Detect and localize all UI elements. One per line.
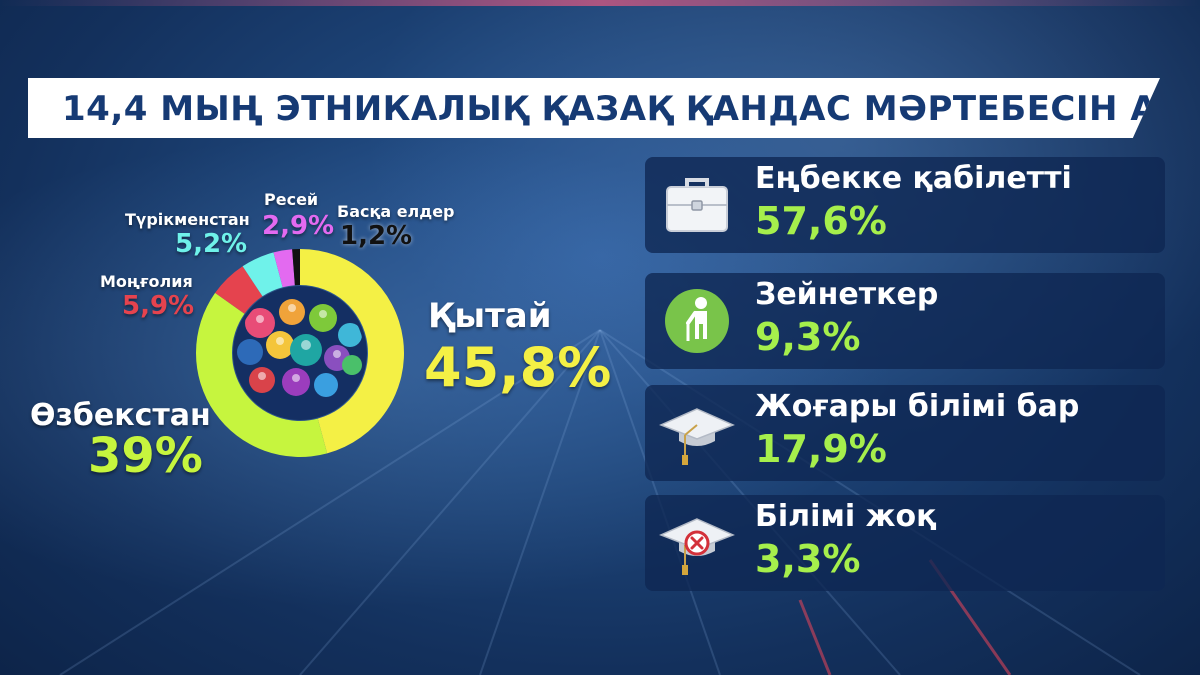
- label-china-name: Қытай: [428, 296, 552, 336]
- top-accent-strip: [0, 0, 1200, 6]
- label-turkmenistan-value: 5,2%: [175, 229, 248, 259]
- label-other-name: Басқа елдер: [337, 202, 455, 221]
- label-uzbekistan-value: 39%: [88, 428, 203, 484]
- title-banner: 14,4 МЫҢ ЭТНИКАЛЫҚ ҚАЗАҚ ҚАНДАС МӘРТЕБЕС…: [28, 78, 1160, 138]
- label-uzbekistan-name: Өзбекстан: [30, 398, 211, 433]
- stat-value: 9,3%: [755, 315, 861, 359]
- stat-label: Зейнеткер: [755, 277, 939, 312]
- donut-slice-russia: [273, 249, 295, 288]
- label-turkmenistan-name: Түрікменстан: [125, 210, 250, 229]
- donut-slice-china: [300, 249, 404, 454]
- stat-label: Еңбекке қабілетті: [755, 161, 1072, 196]
- stat-value: 57,6%: [755, 199, 887, 243]
- stat-card-higher-education: Жоғары білімі бар 17,9%: [645, 385, 1165, 481]
- donut-slice-mongolia: [215, 266, 263, 314]
- label-russia-value: 2,9%: [262, 211, 335, 241]
- stat-value: 3,3%: [755, 537, 861, 581]
- stat-card-pensioner: Зейнеткер 9,3%: [645, 273, 1165, 369]
- briefcase-icon: [655, 163, 739, 247]
- page-title: 14,4 МЫҢ ЭТНИКАЛЫҚ ҚАЗАҚ ҚАНДАС МӘРТЕБЕС…: [62, 89, 1200, 129]
- donut-slice-uzbekistan: [195, 292, 328, 458]
- stat-card-no-education: Білімі жоқ 3,3%: [645, 495, 1165, 591]
- stat-value: 17,9%: [755, 427, 887, 471]
- graduation-cap-icon: [655, 391, 739, 475]
- donut-slice-turkmenistan: [242, 252, 283, 297]
- stat-label: Білімі жоқ: [755, 499, 937, 534]
- stat-label: Жоғары білімі бар: [755, 389, 1080, 424]
- elderly-person-icon: [655, 279, 739, 363]
- graduation-cap-cross-icon: [655, 501, 739, 585]
- stat-card-able-to-work: Еңбекке қабілетті 57,6%: [645, 157, 1165, 253]
- donut-slice-other: [292, 249, 300, 286]
- label-other-value: 1,2%: [340, 221, 413, 251]
- label-mongolia-value: 5,9%: [122, 291, 195, 321]
- label-russia-name: Ресей: [264, 190, 319, 209]
- label-mongolia-name: Моңғолия: [100, 272, 193, 291]
- people-icons-cluster: [237, 299, 362, 397]
- label-china-value: 45,8%: [424, 336, 612, 399]
